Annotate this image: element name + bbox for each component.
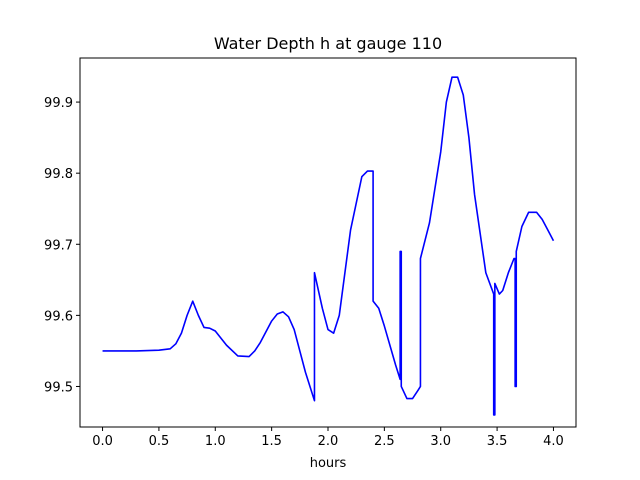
x-tick-label: 3.0 — [430, 434, 451, 449]
plot-area — [102, 76, 555, 416]
x-tick-label: 2.0 — [318, 434, 339, 449]
chart-title: Water Depth h at gauge 110 — [214, 34, 442, 53]
y-tick-label: 99.5 — [44, 380, 73, 395]
y-tick-label: 99.6 — [44, 309, 73, 324]
x-tick-label: 3.5 — [487, 434, 508, 449]
y-tick-label: 99.9 — [44, 96, 73, 111]
x-tick-label: 4.0 — [543, 434, 564, 449]
x-tick-label: 1.5 — [261, 434, 282, 449]
y-axis: 99.5 99.6 99.7 99.8 99.9 — [44, 96, 80, 395]
x-tick-label: 0.0 — [92, 434, 113, 449]
plot-frame — [79, 57, 577, 428]
x-tick-label: 0.5 — [149, 434, 170, 449]
x-tick-label: 2.5 — [374, 434, 395, 449]
x-axis-label: hours — [310, 456, 347, 471]
series-line-0 — [102, 76, 555, 416]
x-tick-label: 1.0 — [205, 434, 226, 449]
y-tick-label: 99.7 — [44, 238, 73, 253]
x-axis: 0.0 0.5 1.0 1.5 2.0 2.5 3.0 3.5 4.0 — [92, 427, 564, 449]
y-tick-label: 99.8 — [44, 167, 73, 182]
